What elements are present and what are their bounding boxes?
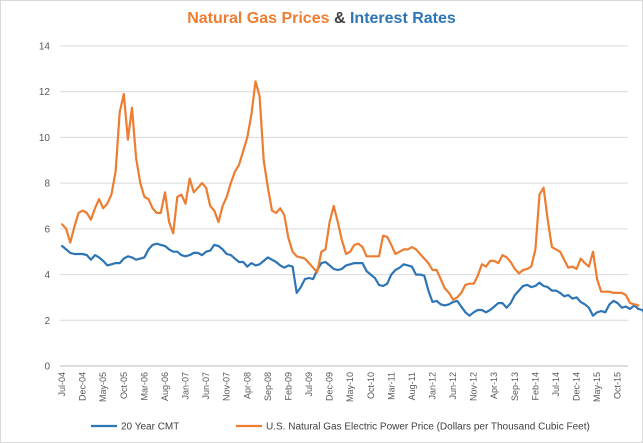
y-tick-label: 8: [44, 179, 50, 190]
title-interest-rates: Interest Rates: [349, 10, 456, 27]
y-axis-ticks: 0 2 4 6 8 10 12 14: [39, 42, 51, 373]
x-tick-label: Nov-12: [469, 372, 479, 401]
chart-title: Natural Gas Prices & Interest Rates: [0, 10, 643, 28]
legend-label-natural-gas-price: U.S. Natural Gas Electric Power Price (D…: [266, 422, 590, 433]
x-tick-label: May-05: [98, 372, 108, 402]
x-tick-label: May-10: [345, 372, 355, 402]
x-tick-label: Aug-06: [160, 372, 170, 401]
x-tick-label: Mar-06: [139, 372, 149, 401]
x-tick-label: Apr-08: [242, 372, 252, 399]
x-tick-label: Sep-08: [263, 372, 273, 401]
x-tick-label: Mar-11: [386, 372, 396, 400]
x-tick-label: Oct-15: [613, 372, 623, 399]
x-tick-label: Sep-13: [510, 372, 520, 401]
y-tick-label: 4: [44, 270, 50, 281]
title-natural-gas: Natural Gas Prices: [187, 10, 330, 27]
x-tick-label: Jul-09: [304, 372, 314, 397]
y-tick-label: 14: [39, 42, 51, 53]
x-tick-label: Aug-11: [407, 372, 417, 400]
legend: 20 Year CMT U.S. Natural Gas Electric Pow…: [91, 422, 590, 433]
x-tick-label: Dec-09: [325, 372, 335, 401]
gridlines: [60, 45, 628, 367]
x-tick-label: Jul-04: [57, 372, 67, 397]
x-tick-label: Jul-14: [551, 372, 561, 397]
y-tick-label: 10: [39, 133, 51, 144]
y-tick-label: 6: [44, 224, 50, 235]
x-tick-label: Jun-12: [448, 372, 458, 400]
x-tick-label: May-15: [592, 372, 602, 402]
x-tick-label: Apr-13: [489, 372, 499, 399]
x-tick-label: Feb-09: [283, 372, 293, 401]
x-tick-label: Feb-14: [530, 372, 540, 401]
x-tick-label: Nov-07: [222, 372, 232, 401]
x-tick-label: Jan-07: [181, 372, 191, 400]
y-tick-label: 0: [44, 362, 50, 373]
title-ampersand: &: [333, 10, 346, 27]
x-tick-label: Oct-05: [119, 372, 129, 399]
series-line-20-year-cmt: [60, 242, 643, 317]
x-tick-label: Dec-14: [572, 372, 582, 401]
series-line-natural-gas-price: [60, 80, 640, 307]
x-axis-ticks: Jul-04 Dec-04 May-05 Oct-05 Mar-06 Aug-06 Jan-…: [57, 372, 623, 402]
legend-label-20-year-cmt: 20 Year CMT: [121, 422, 179, 433]
x-tick-label: Jun-07: [201, 372, 211, 400]
series-lines: [60, 80, 643, 317]
x-tick-label: Oct-10: [366, 372, 376, 399]
x-tick-label: Dec-04: [78, 372, 88, 401]
y-tick-label: 12: [39, 87, 51, 98]
x-tick-label: Jan-12: [427, 372, 437, 400]
y-tick-label: 2: [44, 316, 50, 327]
